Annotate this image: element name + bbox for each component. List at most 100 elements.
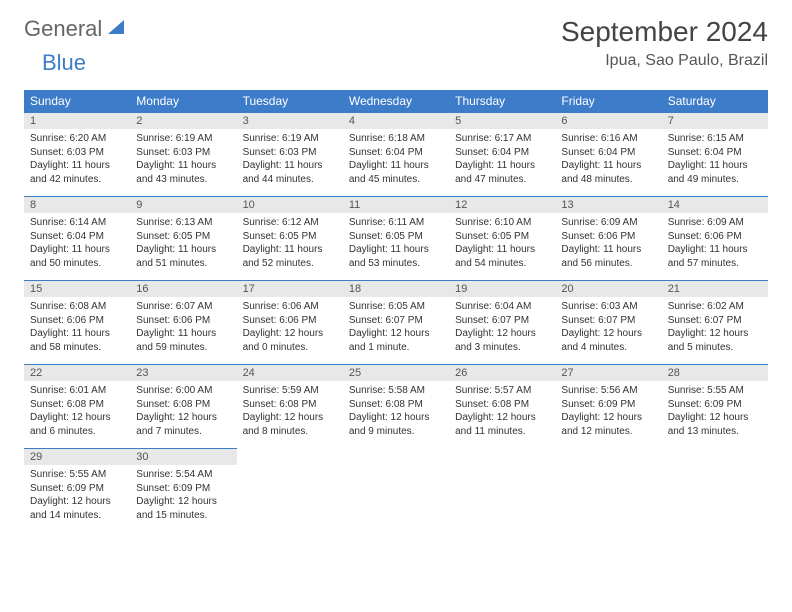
- logo: General: [24, 16, 128, 42]
- day-cell: 15Sunrise: 6:08 AMSunset: 6:06 PMDayligh…: [24, 281, 130, 365]
- day-line: Sunset: 6:07 PM: [561, 314, 655, 328]
- day-line: and 12 minutes.: [561, 425, 655, 439]
- day-data: Sunrise: 5:55 AMSunset: 6:09 PMDaylight:…: [24, 465, 130, 532]
- day-number: 5: [449, 113, 555, 129]
- day-line: Daylight: 12 hours: [455, 327, 549, 341]
- day-cell: 29Sunrise: 5:55 AMSunset: 6:09 PMDayligh…: [24, 449, 130, 533]
- day-line: Sunrise: 6:09 AM: [561, 216, 655, 230]
- day-line: and 57 minutes.: [668, 257, 762, 271]
- day-line: Daylight: 11 hours: [136, 243, 230, 257]
- day-line: Sunrise: 6:07 AM: [136, 300, 230, 314]
- day-data: Sunrise: 6:13 AMSunset: 6:05 PMDaylight:…: [130, 213, 236, 280]
- day-number: 2: [130, 113, 236, 129]
- day-number: 10: [237, 197, 343, 213]
- day-number: 9: [130, 197, 236, 213]
- day-line: and 48 minutes.: [561, 173, 655, 187]
- day-line: Sunrise: 5:56 AM: [561, 384, 655, 398]
- day-data: Sunrise: 6:10 AMSunset: 6:05 PMDaylight:…: [449, 213, 555, 280]
- day-line: Sunrise: 5:57 AM: [455, 384, 549, 398]
- day-number: 17: [237, 281, 343, 297]
- day-line: and 53 minutes.: [349, 257, 443, 271]
- day-line: Sunset: 6:07 PM: [455, 314, 549, 328]
- day-line: and 43 minutes.: [136, 173, 230, 187]
- day-number: 22: [24, 365, 130, 381]
- day-cell: 2Sunrise: 6:19 AMSunset: 6:03 PMDaylight…: [130, 113, 236, 197]
- day-line: Sunrise: 5:59 AM: [243, 384, 337, 398]
- weekday-header: Wednesday: [343, 90, 449, 113]
- day-line: Daylight: 11 hours: [668, 159, 762, 173]
- day-number: 6: [555, 113, 661, 129]
- day-line: Sunrise: 6:00 AM: [136, 384, 230, 398]
- day-line: Sunrise: 6:15 AM: [668, 132, 762, 146]
- day-number: 18: [343, 281, 449, 297]
- day-cell: 25Sunrise: 5:58 AMSunset: 6:08 PMDayligh…: [343, 365, 449, 449]
- day-line: Sunset: 6:08 PM: [30, 398, 124, 412]
- day-line: Sunrise: 6:08 AM: [30, 300, 124, 314]
- day-line: and 58 minutes.: [30, 341, 124, 355]
- day-data: Sunrise: 6:01 AMSunset: 6:08 PMDaylight:…: [24, 381, 130, 448]
- day-line: and 0 minutes.: [243, 341, 337, 355]
- day-line: Sunset: 6:04 PM: [455, 146, 549, 160]
- day-line: and 44 minutes.: [243, 173, 337, 187]
- day-data: Sunrise: 5:55 AMSunset: 6:09 PMDaylight:…: [662, 381, 768, 448]
- week-row: 22Sunrise: 6:01 AMSunset: 6:08 PMDayligh…: [24, 365, 768, 449]
- weekday-header: Saturday: [662, 90, 768, 113]
- day-data: Sunrise: 6:06 AMSunset: 6:06 PMDaylight:…: [237, 297, 343, 364]
- day-line: and 42 minutes.: [30, 173, 124, 187]
- day-number: 29: [24, 449, 130, 465]
- day-line: Daylight: 11 hours: [668, 243, 762, 257]
- day-data: Sunrise: 6:02 AMSunset: 6:07 PMDaylight:…: [662, 297, 768, 364]
- day-data: Sunrise: 6:05 AMSunset: 6:07 PMDaylight:…: [343, 297, 449, 364]
- day-data: Sunrise: 6:16 AMSunset: 6:04 PMDaylight:…: [555, 129, 661, 196]
- day-data: Sunrise: 5:54 AMSunset: 6:09 PMDaylight:…: [130, 465, 236, 532]
- day-line: and 54 minutes.: [455, 257, 549, 271]
- calendar-table: Sunday Monday Tuesday Wednesday Thursday…: [24, 90, 768, 532]
- day-line: Sunrise: 6:02 AM: [668, 300, 762, 314]
- day-line: Daylight: 11 hours: [561, 159, 655, 173]
- day-line: Daylight: 11 hours: [349, 159, 443, 173]
- day-line: Sunset: 6:03 PM: [30, 146, 124, 160]
- day-cell: 18Sunrise: 6:05 AMSunset: 6:07 PMDayligh…: [343, 281, 449, 365]
- day-number: 27: [555, 365, 661, 381]
- day-data: Sunrise: 6:04 AMSunset: 6:07 PMDaylight:…: [449, 297, 555, 364]
- day-cell: 7Sunrise: 6:15 AMSunset: 6:04 PMDaylight…: [662, 113, 768, 197]
- day-line: Sunrise: 6:18 AM: [349, 132, 443, 146]
- day-line: Sunset: 6:07 PM: [349, 314, 443, 328]
- day-cell: 3Sunrise: 6:19 AMSunset: 6:03 PMDaylight…: [237, 113, 343, 197]
- day-line: Sunrise: 5:55 AM: [668, 384, 762, 398]
- day-line: Sunrise: 6:05 AM: [349, 300, 443, 314]
- day-line: and 56 minutes.: [561, 257, 655, 271]
- day-line: Sunset: 6:09 PM: [136, 482, 230, 496]
- day-line: Daylight: 11 hours: [243, 159, 337, 173]
- day-data: Sunrise: 6:12 AMSunset: 6:05 PMDaylight:…: [237, 213, 343, 280]
- day-line: and 51 minutes.: [136, 257, 230, 271]
- day-line: Sunset: 6:09 PM: [668, 398, 762, 412]
- day-line: Daylight: 12 hours: [668, 327, 762, 341]
- day-line: Sunrise: 6:14 AM: [30, 216, 124, 230]
- logo-text-general: General: [24, 16, 102, 42]
- day-line: Sunset: 6:05 PM: [349, 230, 443, 244]
- day-line: Daylight: 11 hours: [561, 243, 655, 257]
- day-number: 25: [343, 365, 449, 381]
- day-data: Sunrise: 6:09 AMSunset: 6:06 PMDaylight:…: [662, 213, 768, 280]
- day-line: Sunset: 6:07 PM: [668, 314, 762, 328]
- logo-text-blue: Blue: [42, 50, 86, 75]
- day-line: Sunrise: 5:54 AM: [136, 468, 230, 482]
- day-line: Daylight: 11 hours: [455, 243, 549, 257]
- day-line: and 52 minutes.: [243, 257, 337, 271]
- day-number: 3: [237, 113, 343, 129]
- day-number: 12: [449, 197, 555, 213]
- day-line: Daylight: 12 hours: [136, 495, 230, 509]
- day-cell: 26Sunrise: 5:57 AMSunset: 6:08 PMDayligh…: [449, 365, 555, 449]
- day-line: Sunset: 6:04 PM: [668, 146, 762, 160]
- day-line: and 14 minutes.: [30, 509, 124, 523]
- day-line: Daylight: 12 hours: [455, 411, 549, 425]
- day-line: Daylight: 11 hours: [243, 243, 337, 257]
- day-data: Sunrise: 6:19 AMSunset: 6:03 PMDaylight:…: [237, 129, 343, 196]
- day-line: and 3 minutes.: [455, 341, 549, 355]
- day-line: Sunrise: 6:19 AM: [243, 132, 337, 146]
- day-data: Sunrise: 6:20 AMSunset: 6:03 PMDaylight:…: [24, 129, 130, 196]
- weekday-header-row: Sunday Monday Tuesday Wednesday Thursday…: [24, 90, 768, 113]
- day-cell: 6Sunrise: 6:16 AMSunset: 6:04 PMDaylight…: [555, 113, 661, 197]
- day-data: Sunrise: 6:17 AMSunset: 6:04 PMDaylight:…: [449, 129, 555, 196]
